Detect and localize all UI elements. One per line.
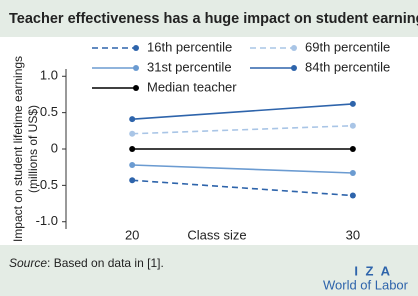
data-point — [129, 177, 136, 184]
legend-label: 31st percentile — [147, 59, 232, 74]
series-line — [132, 124, 353, 135]
source-label: Source — [9, 256, 47, 270]
y-tick-label: -0.5 — [36, 177, 58, 192]
source: Source: Based on data in [1]. — [9, 256, 164, 270]
y-axis-label: Impact on student lifetime earnings — [11, 56, 25, 242]
x-axis-label: Class size — [187, 227, 246, 242]
data-point — [129, 162, 136, 168]
x-tick-label: 30 — [346, 227, 360, 242]
series-line — [132, 164, 353, 174]
series-line — [132, 103, 353, 120]
data-point — [349, 122, 356, 129]
legend-label: 16th percentile — [147, 39, 232, 54]
source-text: : Based on data in [1]. — [47, 256, 164, 270]
legend-dot — [291, 45, 297, 51]
data-point — [349, 192, 356, 199]
legend-dot — [133, 85, 139, 91]
y-tick-label: 0 — [51, 140, 58, 155]
legend-label: 84th percentile — [305, 59, 390, 74]
x-tick-label: 20 — [125, 227, 139, 242]
data-point — [349, 100, 356, 107]
y-tick-label: 0.5 — [40, 104, 58, 119]
legend-label: Median teacher — [147, 79, 237, 94]
series-line — [132, 179, 353, 197]
data-point — [129, 146, 136, 152]
plot-panel — [0, 37, 418, 245]
legend-dot — [291, 65, 297, 71]
data-point — [349, 146, 356, 152]
data-point — [129, 130, 136, 137]
data-point — [349, 170, 356, 176]
legend-dot — [133, 45, 139, 51]
legend-label: 69th percentile — [305, 39, 390, 54]
y-tick-label: 1.0 — [40, 68, 58, 83]
y-tick-label: -1.0 — [36, 213, 58, 228]
y-axis-label: (millions of US$) — [26, 105, 40, 193]
legend-dot — [133, 65, 139, 71]
chart-title: Teacher effectiveness has a huge impact … — [9, 11, 418, 27]
data-point — [129, 116, 136, 123]
logo-tagline: World of Labor — [323, 277, 409, 292]
logo-name: I Z A — [354, 263, 392, 278]
